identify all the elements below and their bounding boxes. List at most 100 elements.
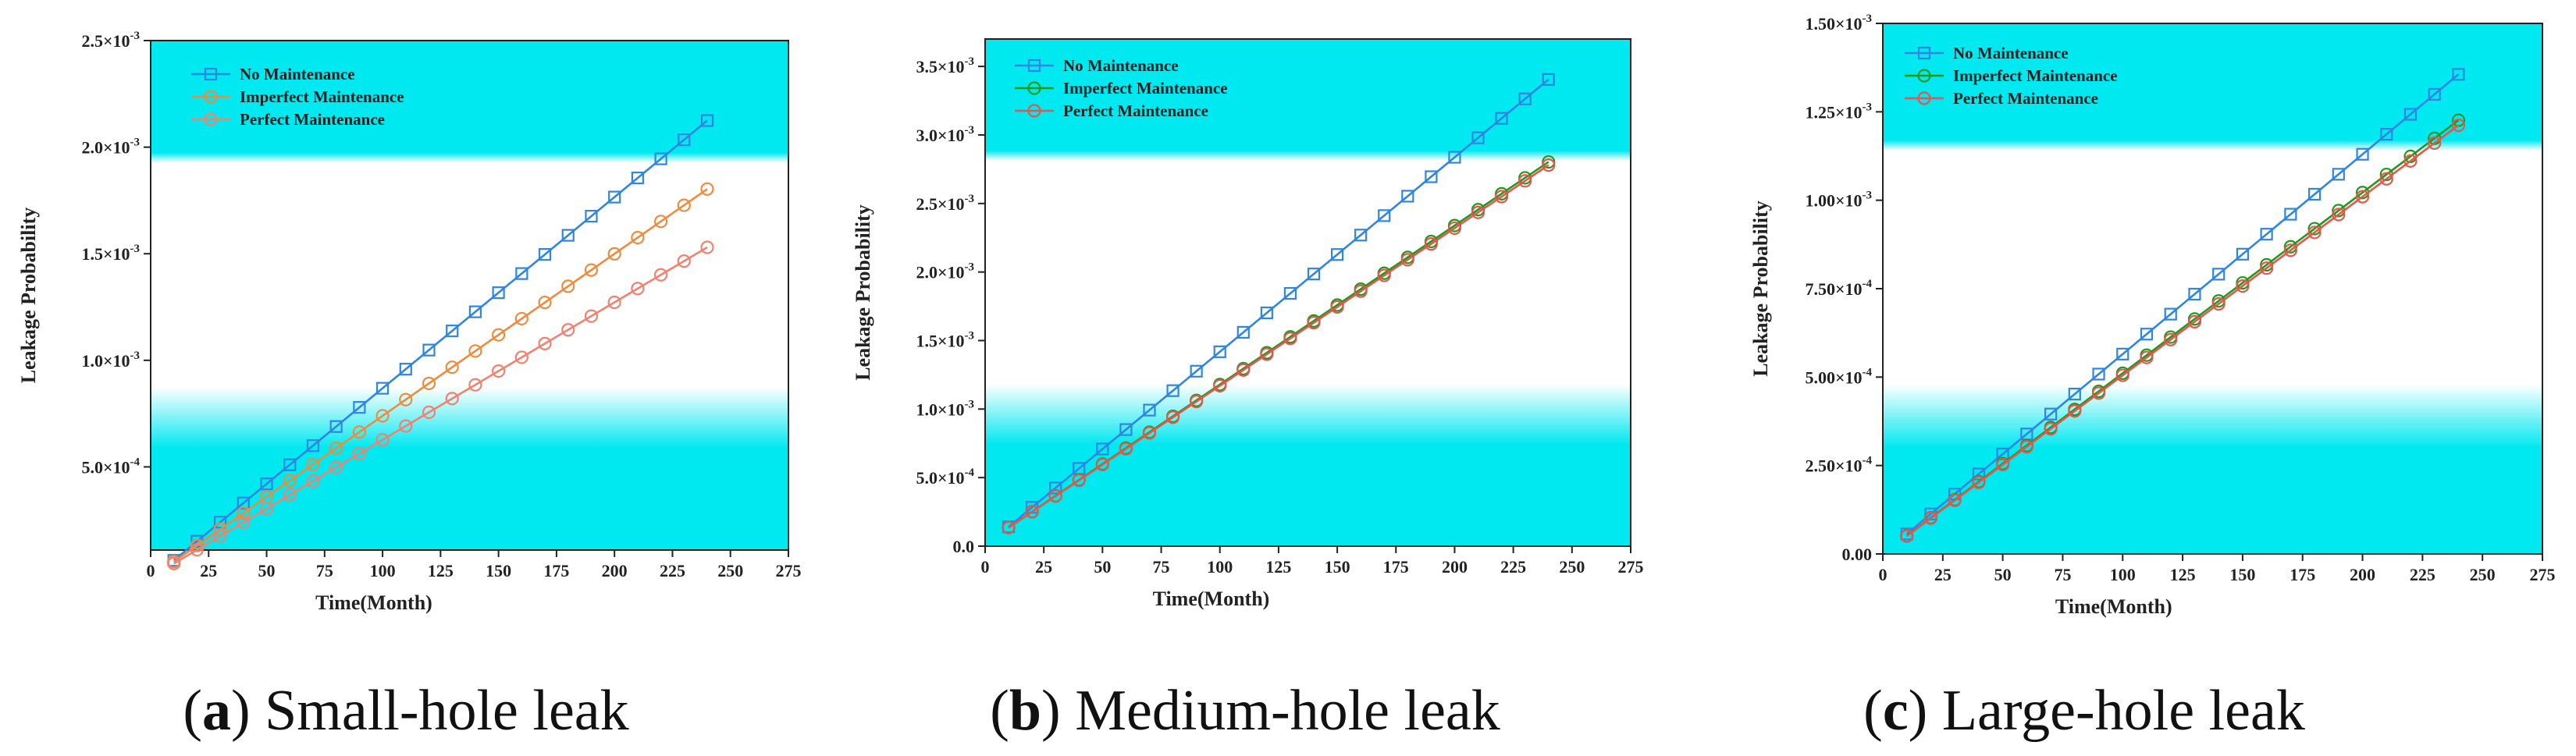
- data-point: [2044, 422, 2058, 436]
- captions-layer: (a) Small-hole leak (b) Medium-hole leak…: [183, 679, 2304, 743]
- data-point: [1972, 475, 1986, 490]
- data-point: [1378, 209, 1391, 222]
- x-tick-label-a: 0: [147, 561, 155, 580]
- data-point: [514, 350, 528, 364]
- data-point: [1283, 332, 1297, 346]
- data-point: [1096, 442, 1109, 456]
- data-point: [2284, 208, 2297, 221]
- x-tick-label-a: 150: [486, 561, 511, 580]
- caption-c-letter: c: [1883, 679, 1909, 743]
- data-point: [1923, 511, 1938, 525]
- x-tick-label-c: 150: [2229, 565, 2255, 584]
- data-point: [1307, 268, 1321, 281]
- data-point: [1142, 426, 1157, 440]
- data-point: [353, 401, 366, 414]
- data-point: [1213, 378, 1227, 393]
- y-tick-label-c: 1.50×10-3: [1805, 12, 1872, 34]
- data-point: [329, 441, 343, 456]
- series-line-b-0: [1008, 78, 1550, 528]
- caption-b-text: Medium-hole leak: [1061, 679, 1500, 743]
- legend-entry-b-2: Perfect Maintenance: [1063, 101, 1208, 120]
- y-tick-label-b: 0.0: [953, 537, 975, 556]
- data-point: [584, 263, 599, 277]
- data-point: [1354, 284, 1368, 298]
- data-point: [1377, 268, 1391, 282]
- data-point: [1518, 174, 1532, 188]
- data-point: [1330, 248, 1344, 261]
- data-point: [654, 152, 667, 165]
- plot-frame-a: [150, 40, 789, 551]
- data-point: [167, 556, 181, 570]
- y-tick-label-a: 1.5×10-3: [81, 243, 140, 264]
- x-tick-label-a: 200: [602, 561, 628, 580]
- data-point: [237, 515, 251, 530]
- series-c-0: [1900, 68, 2465, 541]
- data-point: [399, 419, 413, 433]
- data-point: [1494, 190, 1509, 204]
- data-point: [1260, 347, 1274, 361]
- data-point: [1948, 493, 1962, 507]
- x-tick-label-c: 275: [2530, 565, 2556, 584]
- data-point: [1190, 364, 1203, 378]
- y-tick-label-c: 1.00×10-3: [1805, 190, 1872, 211]
- legend-entry-c-1: Imperfect Maintenance: [1953, 66, 2118, 85]
- y-tick-label-a: 2.0×10-3: [81, 137, 140, 158]
- data-point: [2307, 225, 2322, 240]
- x-tick-label-b: 0: [981, 557, 990, 577]
- data-point: [1448, 151, 1461, 164]
- series-a-1: [167, 182, 714, 569]
- series-line-c-2: [1905, 124, 2460, 538]
- data-point: [538, 336, 552, 350]
- data-point: [306, 474, 320, 488]
- data-point: [1401, 190, 1414, 203]
- plot-area-c: [1883, 23, 2542, 554]
- x-tick-label-a: 175: [543, 561, 569, 580]
- data-point: [1095, 457, 1109, 472]
- x-tick-label-c: 100: [2110, 565, 2136, 584]
- data-point: [2212, 268, 2226, 281]
- data-point: [329, 420, 343, 433]
- data-point: [260, 477, 273, 491]
- caption-a: (a) Small-hole leak: [183, 679, 628, 743]
- data-point: [214, 516, 227, 529]
- y-tick-label-c: 5.00×10-4: [1805, 366, 1872, 387]
- data-point: [1471, 205, 1485, 219]
- x-tick-label-b: 75: [1153, 557, 1170, 577]
- legend-marker: [204, 90, 218, 104]
- x-tick-label-c: 200: [2350, 565, 2375, 584]
- data-point: [2236, 247, 2250, 261]
- y-tick-label-b: 5.0×10-4: [916, 467, 974, 488]
- y-tick-label-b: 3.0×10-3: [916, 124, 974, 145]
- y-tick-label-b: 2.5×10-3: [916, 193, 974, 214]
- y-tick-label-c: 0.00: [1842, 545, 1873, 564]
- series-line-a-2: [173, 246, 708, 565]
- legend-marker: [1027, 104, 1041, 118]
- x-tick-label-a: 50: [258, 561, 276, 580]
- data-point: [631, 230, 645, 245]
- data-point: [677, 254, 691, 268]
- data-point: [492, 328, 506, 342]
- data-point: [585, 210, 598, 223]
- x-tick-label-b: 100: [1207, 557, 1233, 577]
- data-point: [1165, 410, 1180, 424]
- x-tick-label-a: 25: [200, 561, 217, 580]
- data-point: [515, 267, 528, 280]
- x-tick-label-a: 125: [428, 561, 454, 580]
- data-point: [445, 392, 459, 406]
- plot-frame-b: [984, 38, 1631, 547]
- data-point: [468, 305, 482, 318]
- data-point: [1542, 158, 1556, 172]
- x-tick-label-b: 175: [1383, 557, 1409, 577]
- data-point: [468, 344, 482, 358]
- x-tick-label-c: 25: [1934, 565, 1952, 584]
- x-axis-title-a: Time(Month): [315, 591, 432, 614]
- legend-entry-b-0: No Maintenance: [1063, 56, 1179, 75]
- caption-b: (b) Medium-hole leak: [990, 679, 1500, 743]
- data-point: [607, 247, 621, 261]
- legend-b: No Maintenance Imperfect Maintenance Perfe…: [1015, 56, 1228, 120]
- data-point: [2140, 350, 2154, 364]
- data-point: [2451, 118, 2466, 133]
- data-point: [237, 496, 250, 509]
- caption-c-text: Large-hole leak: [1927, 679, 2305, 743]
- data-point: [422, 405, 436, 420]
